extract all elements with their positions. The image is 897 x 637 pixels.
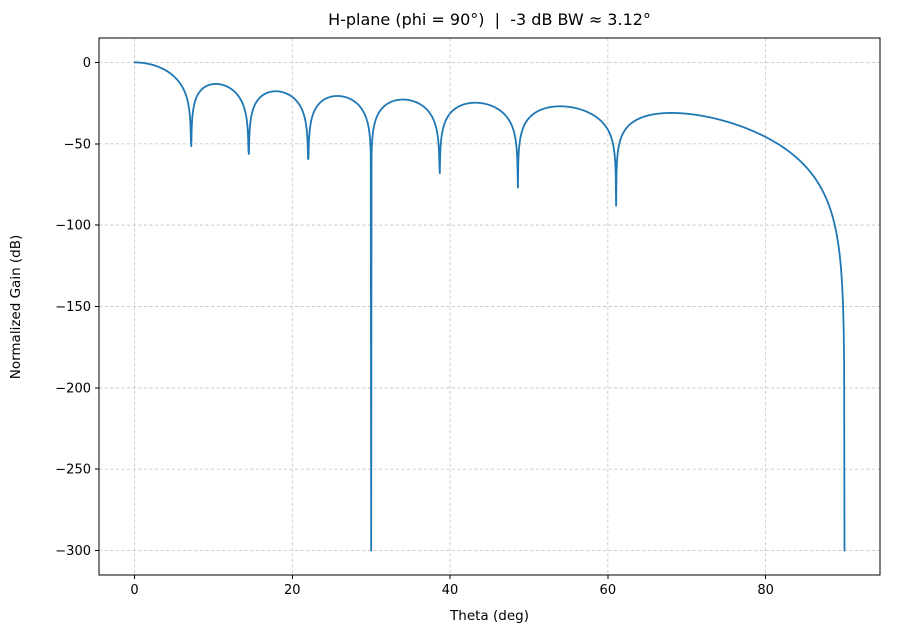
y-tick-label: −100 [55,219,91,234]
x-tick-label: 80 [757,583,774,598]
x-axis-label: Theta (deg) [449,608,529,624]
y-tick-label: −200 [55,381,91,396]
y-tick-label: −250 [55,463,91,478]
x-tick-label: 40 [442,583,459,598]
x-tick-label: 0 [130,583,138,598]
y-axis-label: Normalized Gain (dB) [8,235,24,380]
chart-title: H-plane (phi = 90°) | -3 dB BW ≈ 3.12° [328,10,651,29]
y-tick-label: −300 [55,544,91,559]
y-tick-label: 0 [83,56,91,71]
y-tick-label: −50 [64,137,91,152]
tick-label-layer: 0 20 40 60 80 0 −50 −100 −150 −200 −250 −300 [55,56,774,598]
tick-layer [95,61,767,579]
pattern-curve [133,61,846,552]
x-tick-label: 20 [284,583,301,598]
curve-layer [133,61,846,552]
grid-layer [99,38,880,575]
y-tick-label: −150 [55,300,91,315]
x-tick-label: 60 [600,583,617,598]
